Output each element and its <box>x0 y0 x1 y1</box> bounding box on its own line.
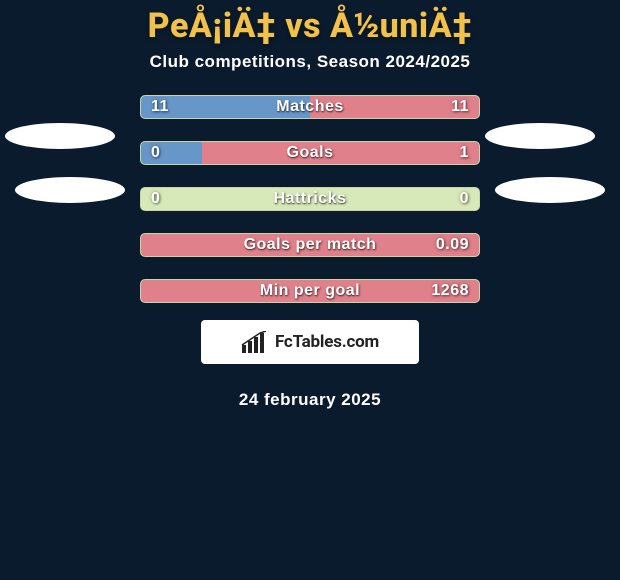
footer-date: 24 february 2025 <box>0 390 620 410</box>
source-badge-text: FcTables.com <box>275 332 379 352</box>
row-label: Hattricks <box>140 187 480 211</box>
page-subtitle: Club competitions, Season 2024/2025 <box>0 52 620 90</box>
row-label: Goals per match <box>140 233 480 257</box>
decorative-ellipse <box>485 123 595 149</box>
comparison-row: 0.09Goals per match <box>0 228 620 262</box>
page-title: PeÅ¡iÄ‡ vs Å½uniÄ‡ <box>0 0 620 52</box>
row-label: Min per goal <box>140 279 480 303</box>
row-label: Matches <box>140 95 480 119</box>
comparison-row: 1268Min per goal <box>0 274 620 308</box>
badge-wrap: FcTables.com <box>0 320 620 378</box>
bars-icon <box>241 331 269 353</box>
decorative-ellipse <box>5 123 115 149</box>
decorative-ellipse <box>15 177 125 203</box>
comparison-row: 1111Matches <box>0 90 620 124</box>
row-label: Goals <box>140 141 480 165</box>
source-badge: FcTables.com <box>201 320 419 364</box>
decorative-ellipse <box>495 177 605 203</box>
